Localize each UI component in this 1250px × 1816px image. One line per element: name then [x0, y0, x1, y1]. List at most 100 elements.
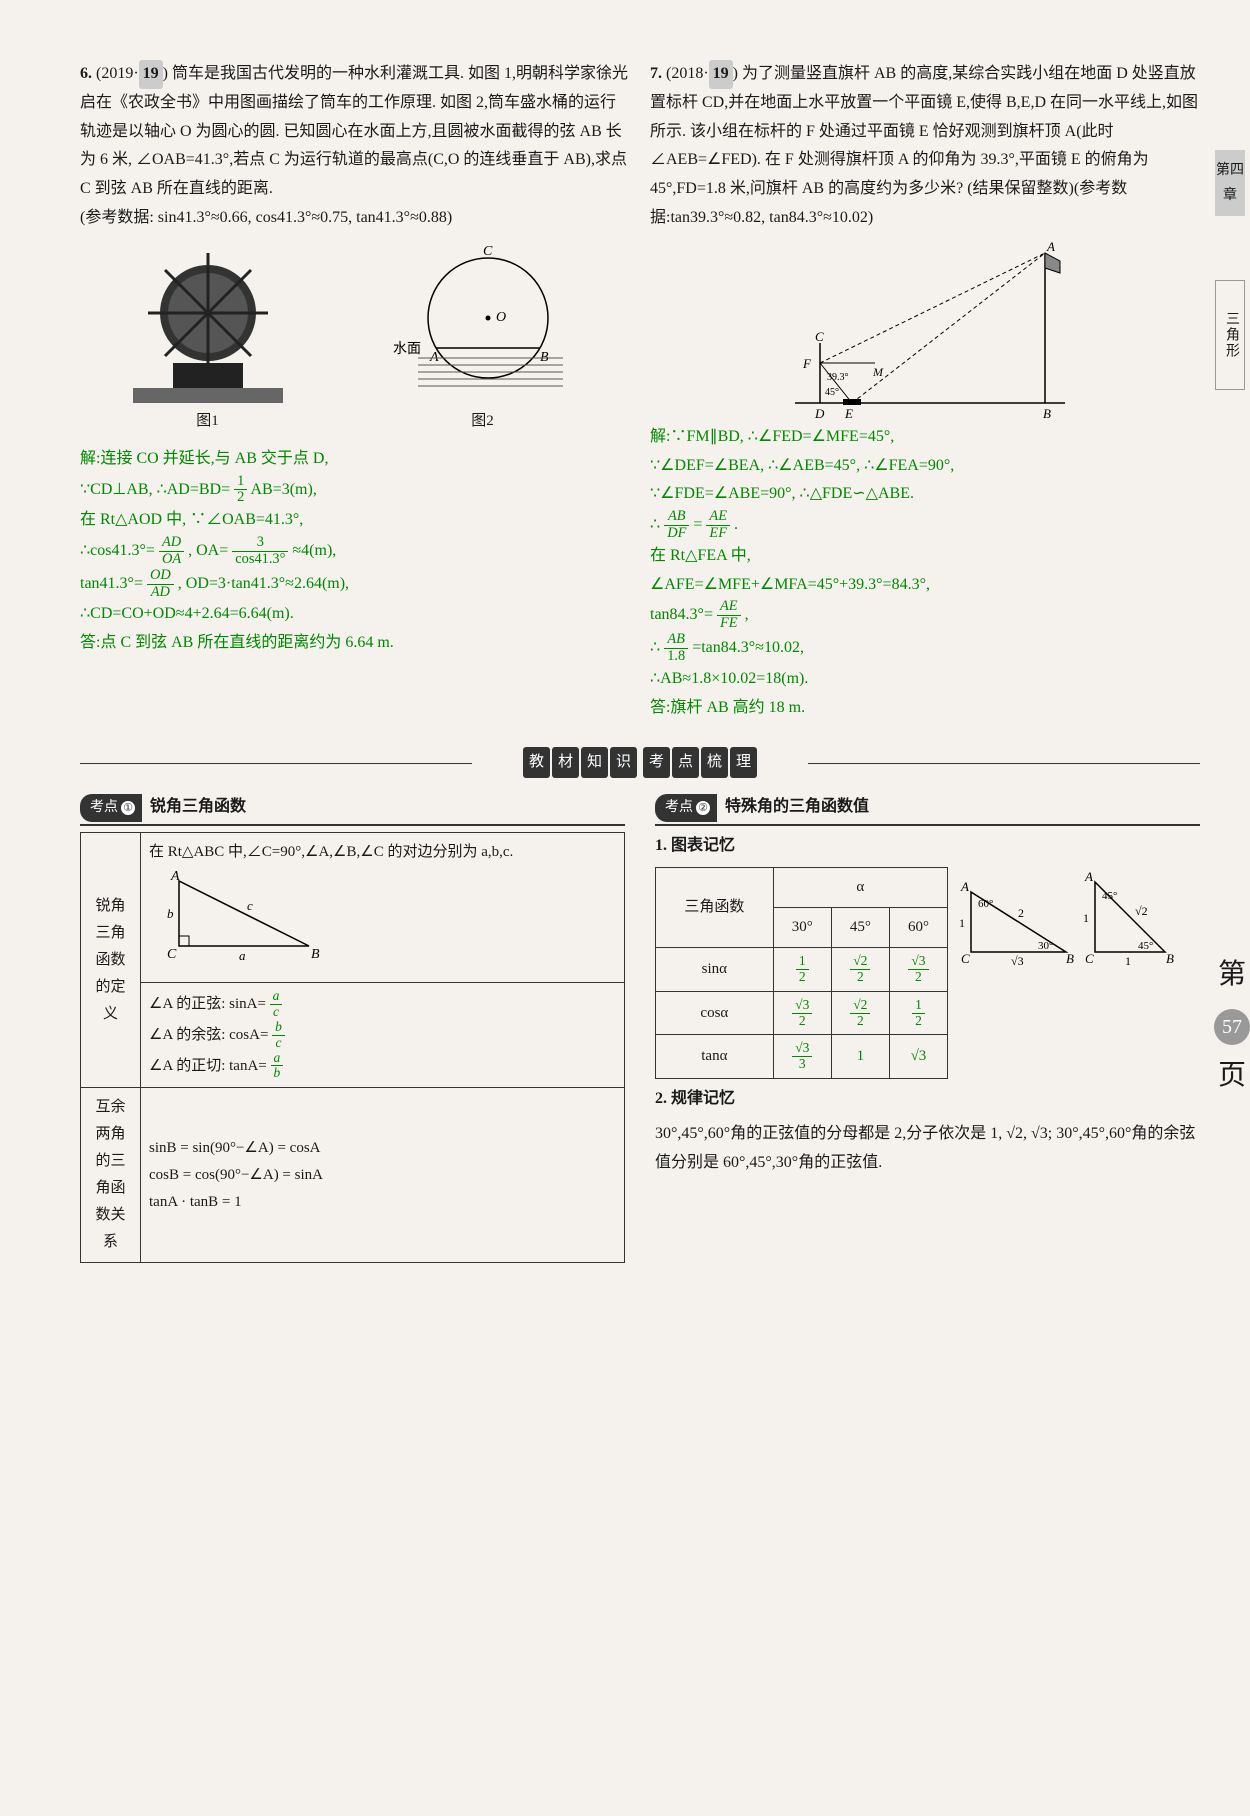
sol-line: 解:连接 CO 并延长,与 AB 交于点 D, [80, 445, 630, 474]
triangle-30-60-icon: A B C 60° 30° 1 √3 2 [956, 877, 1076, 967]
svg-text:O: O [496, 310, 506, 325]
svg-text:30°: 30° [1038, 940, 1053, 952]
svg-text:B: B [1166, 951, 1174, 966]
p7-yearend: ) [733, 65, 738, 82]
def-cell: 在 Rt△ABC 中,∠C=90°,∠A,∠B,∠C 的对边分别为 a,b,c.… [141, 833, 625, 983]
p7-badge: 19 [709, 60, 733, 89]
p6-solution: 解:连接 CO 并延长,与 AB 交于点 D, ∵CD⊥AB, ∴AD=BD= … [80, 445, 630, 658]
p6-yearend: ) [163, 65, 168, 82]
sub1: 1. 图表记忆 [655, 832, 1200, 861]
svg-text:C: C [167, 947, 177, 962]
svg-text:39.3°: 39.3° [827, 372, 849, 383]
svg-text:45°: 45° [1102, 890, 1117, 902]
sol-line: 答:点 C 到弦 AB 所在直线的距离约为 6.64 m. [80, 629, 630, 658]
svg-text:45°: 45° [1138, 940, 1153, 952]
svg-text:b: b [167, 906, 174, 921]
triangle-45-icon: A B C 45° 45° 1 1 √2 [1080, 867, 1200, 967]
svg-text:1: 1 [1125, 954, 1131, 967]
circle-diagram: O C A B 水面 [388, 243, 578, 403]
right-triangle-icon: A C B b a c [149, 866, 339, 966]
sol-line: ∠AFE=∠MFE+∠MFA=45°+39.3°=84.3°, [650, 571, 1200, 600]
wheel-icon [133, 243, 283, 403]
table-row: tanα √33 1 √3 [656, 1035, 948, 1079]
sol-line: ∵CD⊥AB, ∴AD=BD= 12 AB=3(m), [80, 474, 630, 507]
kaodian-label: 考点② [655, 794, 717, 821]
svg-text:B: B [1066, 951, 1074, 966]
table-row: cosα √32 √22 12 [656, 991, 948, 1035]
svg-text:60°: 60° [978, 898, 993, 910]
svg-text:√2: √2 [1135, 904, 1148, 918]
triangles-aside: A B C 60° 30° 1 √3 2 A B C 45° 45° 1 [956, 867, 1200, 978]
svg-text:D: D [814, 406, 825, 421]
chapter-tab: 第四章 [1215, 150, 1245, 216]
svg-text:A: A [1084, 869, 1093, 884]
svg-text:E: E [844, 406, 853, 421]
sol-line: ∴ ABDF = AEEF . [650, 509, 1200, 542]
banner-boxes: 教材知识 考点梳理 [522, 753, 758, 770]
kaodian-label: 考点① [80, 794, 142, 821]
problems-row: 6. (2019·19) 筒车是我国古代发明的一种水利灌溉工具. 如图 1,明朝… [80, 60, 1200, 722]
sol-line: ∵∠FDE=∠ABE=90°, ∴△FDE∽△ABE. [650, 480, 1200, 509]
svg-text:C: C [961, 951, 970, 966]
svg-text:√3: √3 [1011, 954, 1024, 967]
page-number-side: 第 57 页 [1214, 950, 1250, 1101]
svg-text:C: C [483, 244, 493, 259]
svg-text:A: A [1046, 239, 1055, 254]
p6-datanote: (参考数据: sin41.3°≈0.66, cos41.3°≈0.75, tan… [80, 204, 630, 233]
svg-text:A: A [170, 869, 180, 884]
sol-line: ∴ AB1.8 =tan84.3°≈10.02, [650, 632, 1200, 665]
trig-defs: ∠A 的正弦: sinA= ac ∠A 的余弦: cosA= bc ∠A 的正切… [141, 983, 625, 1088]
svg-text:c: c [247, 898, 253, 913]
p6-badge: 19 [139, 60, 163, 89]
svg-text:水面: 水面 [393, 341, 421, 357]
figure-1: 图1 [133, 243, 283, 435]
svg-text:B: B [1043, 406, 1051, 421]
svg-text:45°: 45° [825, 387, 839, 398]
p6-figures: 图1 O C A B 水面 图2 [80, 243, 630, 435]
problem-7: 7. (2018·19) 为了测量竖直旗杆 AB 的高度,某综合实践小组在地面 … [650, 60, 1200, 722]
sol-line: tan84.3°= AEFE , [650, 599, 1200, 632]
section-tab: 三角形 [1215, 280, 1245, 390]
sol-line: ∵∠DEF=∠BEA, ∴∠AEB=45°, ∴∠FEA=90°, [650, 452, 1200, 481]
p7-solution: 解:∵FM∥BD, ∴∠FED=∠MFE=45°, ∵∠DEF=∠BEA, ∴∠… [650, 423, 1200, 723]
p7-num: 7. [650, 65, 662, 82]
kaodian2-title: 特殊角的三角函数值 [725, 798, 869, 815]
figure-2: O C A B 水面 图2 [388, 243, 578, 435]
sol-line: 在 Rt△FEA 中, [650, 542, 1200, 571]
svg-text:B: B [311, 947, 320, 962]
p7-text: 为了测量竖直旗杆 AB 的高度,某综合实践小组在地面 D 处竖直放置标杆 CD,… [650, 65, 1198, 226]
row2-content: sinB = sin(90°−∠A) = cosA cosB = cos(90°… [141, 1088, 625, 1263]
sol-line: ∴CD=CO+OD≈4+2.64=6.64(m). [80, 600, 630, 629]
kaodian-1: 考点① 锐角三角函数 锐角三角函数的定义 在 Rt△ABC 中,∠C=90°,∠… [80, 793, 625, 1263]
page-num: 57 [1214, 1009, 1250, 1045]
sol-line: ∴cos41.3°= ADOA , OA= 3cos41.3° ≈4(m), [80, 535, 630, 568]
kaodian1-title: 锐角三角函数 [150, 798, 246, 815]
svg-text:2: 2 [1018, 906, 1024, 920]
sol-line: 答:旗杆 AB 高约 18 m. [650, 694, 1200, 723]
rule-text: 30°,45°,60°角的正弦值的分母都是 2,分子依次是 1, √2, √3;… [655, 1120, 1200, 1178]
svg-text:C: C [1085, 951, 1094, 966]
kaodian-2: 考点② 特殊角的三角函数值 1. 图表记忆 三角函数 α 30° 45° 60°… [655, 793, 1200, 1263]
problem-6: 6. (2019·19) 筒车是我国古代发明的一种水利灌溉工具. 如图 1,明朝… [80, 60, 630, 722]
svg-text:C: C [815, 329, 824, 344]
def-label: 锐角三角函数的定义 [81, 833, 141, 1088]
svg-text:F: F [802, 356, 812, 371]
sol-line: 解:∵FM∥BD, ∴∠FED=∠MFE=45°, [650, 423, 1200, 452]
svg-text:1: 1 [1083, 911, 1089, 925]
page-bottom: 页 [1214, 1051, 1250, 1101]
svg-text:M: M [872, 365, 884, 379]
sol-line: 在 Rt△AOD 中, ∵∠OAB=41.3°, [80, 506, 630, 535]
sol-line: ∴AB≈1.8×10.02=18(m). [650, 665, 1200, 694]
fig2-label: 图2 [388, 408, 578, 435]
p6-year: (2019· [96, 65, 139, 82]
svg-text:a: a [239, 948, 246, 963]
kaodian-row: 考点① 锐角三角函数 锐角三角函数的定义 在 Rt△ABC 中,∠C=90°,∠… [80, 793, 1200, 1263]
row2-label: 互余两角的三角函数关系 [81, 1088, 141, 1263]
special-angles-table: 三角函数 α 30° 45° 60° sinα 12 √22 √32 cosα … [655, 867, 948, 1079]
fig1-label: 图1 [133, 408, 283, 435]
sol-line: tan41.3°= ODAD , OD=3·tan41.3°≈2.64(m), [80, 568, 630, 601]
p7-figure: B A C D F M E 39.3° 45° [650, 233, 1200, 423]
p7-year: (2018· [666, 65, 709, 82]
mirror-diagram: B A C D F M E 39.3° 45° [765, 233, 1085, 423]
p6-num: 6. [80, 65, 92, 82]
